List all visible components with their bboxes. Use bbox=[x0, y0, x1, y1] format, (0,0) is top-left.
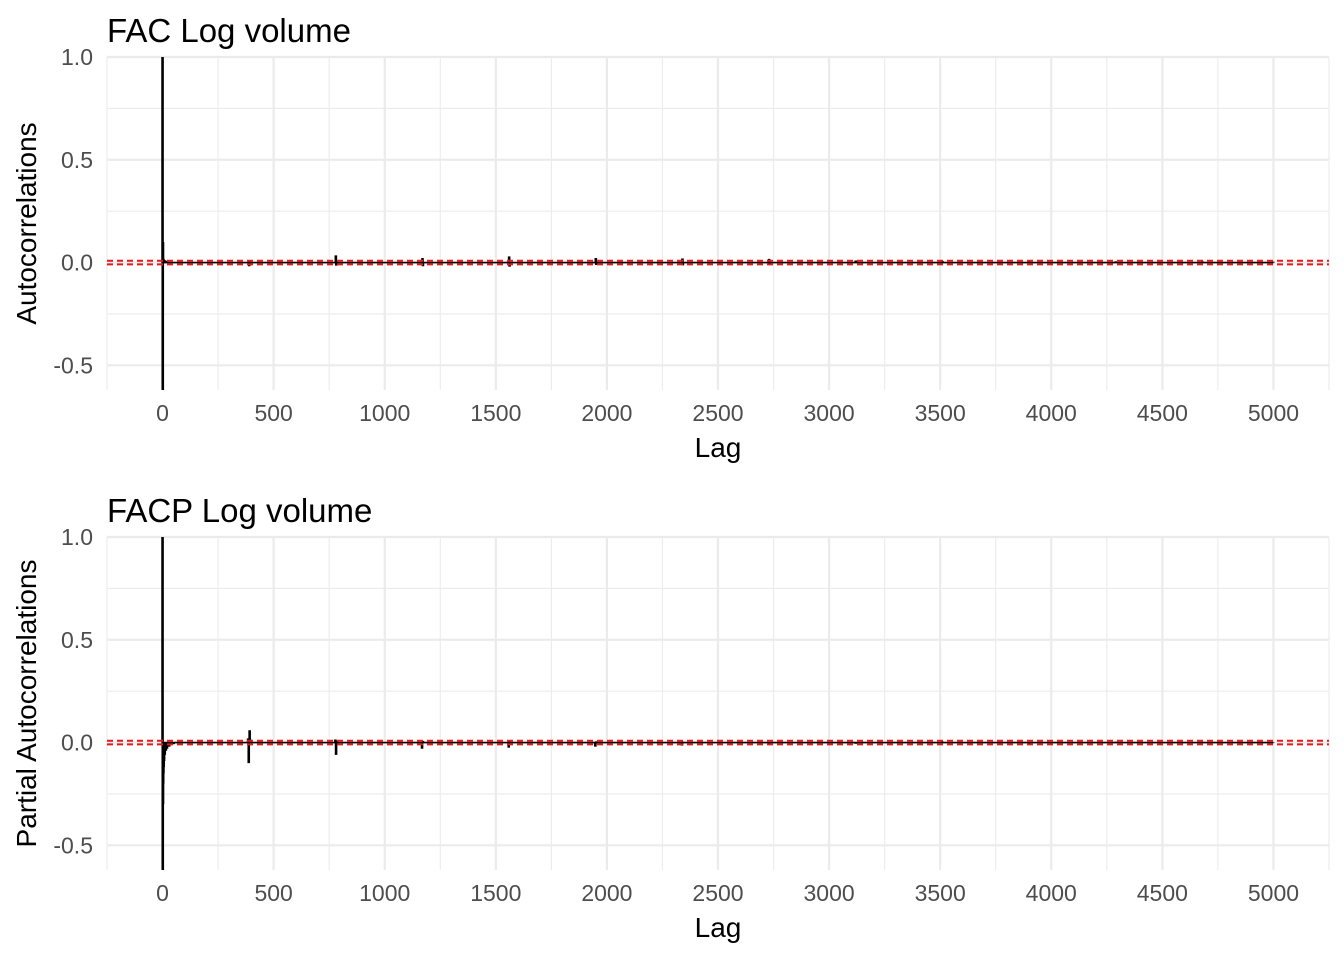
x-tick-label: 5000 bbox=[1248, 880, 1299, 906]
y-axis-label: Partial Autocorrelations bbox=[11, 560, 42, 848]
x-tick-label: 4500 bbox=[1137, 880, 1188, 906]
y-tick-label: 1.0 bbox=[61, 44, 93, 70]
x-tick-label: 1000 bbox=[359, 400, 410, 426]
x-tick-label: 3000 bbox=[804, 400, 855, 426]
x-tick-label: 3500 bbox=[915, 400, 966, 426]
x-tick-label: 2000 bbox=[581, 880, 632, 906]
y-tick-label: 1.0 bbox=[61, 524, 93, 550]
x-axis-label: Lag bbox=[695, 432, 742, 463]
x-tick-label: 4500 bbox=[1137, 400, 1188, 426]
x-tick-label: 2500 bbox=[692, 880, 743, 906]
y-tick-label: 0.0 bbox=[61, 250, 93, 276]
chart-panel-1: FAC Log volume -0.5 0.0 0.5 1.0 0 500 1000 1500 2… bbox=[11, 12, 1330, 463]
x-tick-label: 500 bbox=[254, 400, 292, 426]
x-tick-label: 4000 bbox=[1026, 880, 1077, 906]
x-tick-label: 5000 bbox=[1248, 400, 1299, 426]
x-tick-label: 1000 bbox=[359, 880, 410, 906]
x-tick-label: 500 bbox=[254, 880, 292, 906]
x-tick-label: 2500 bbox=[692, 400, 743, 426]
y-tick-label: 0.5 bbox=[61, 627, 93, 653]
y-tick-label: -0.5 bbox=[53, 352, 93, 378]
y-tick-label: 0.0 bbox=[61, 730, 93, 756]
x-tick-label: 4000 bbox=[1026, 400, 1077, 426]
x-tick-label: 1500 bbox=[470, 880, 521, 906]
x-tick-label: 2000 bbox=[581, 400, 632, 426]
chart-title: FAC Log volume bbox=[107, 12, 351, 49]
x-axis-label: Lag bbox=[695, 912, 742, 943]
chart-panel-2: FACP Log volume -0.5 0.0 0.5 1.0 0 500 1000 1500… bbox=[11, 492, 1330, 943]
chart-title: FACP Log volume bbox=[107, 492, 372, 529]
y-tick-label: 0.5 bbox=[61, 147, 93, 173]
y-axis-label: Autocorrelations bbox=[11, 122, 42, 324]
x-tick-label: 3000 bbox=[804, 880, 855, 906]
x-tick-label: 0 bbox=[156, 400, 169, 426]
x-tick-label: 1500 bbox=[470, 400, 521, 426]
y-tick-label: -0.5 bbox=[53, 832, 93, 858]
x-tick-label: 0 bbox=[156, 880, 169, 906]
x-tick-label: 3500 bbox=[915, 880, 966, 906]
